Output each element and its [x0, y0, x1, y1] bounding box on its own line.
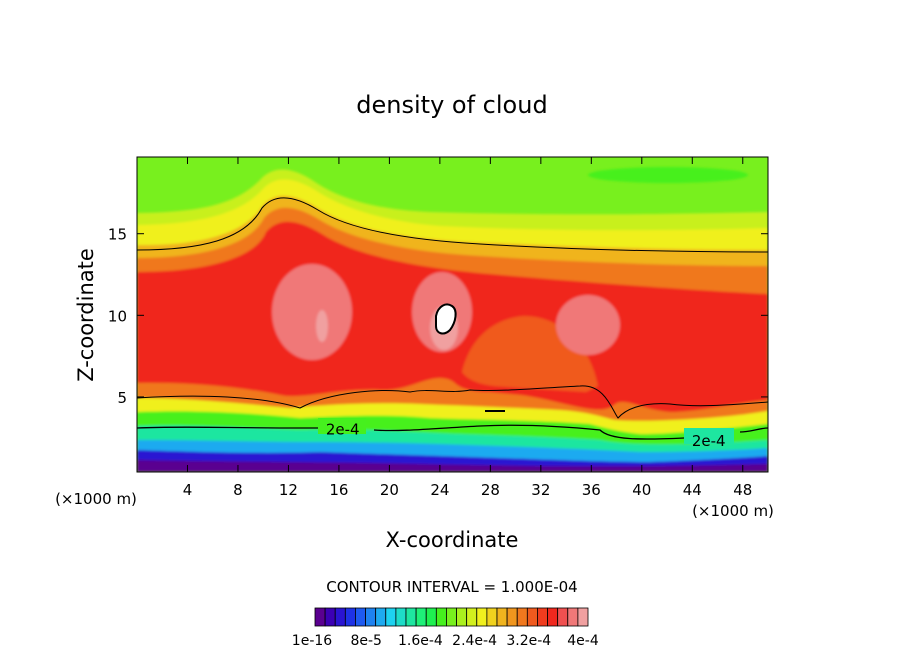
y-tick-label: 5: [117, 389, 127, 407]
field-purple: [137, 460, 768, 472]
colorbar-swatch: [324, 607, 336, 627]
colorbar-swatch: [466, 607, 478, 627]
colorbar-swatch: [425, 607, 437, 627]
x-tick-label: 20: [380, 481, 399, 499]
contour-peak-white: [435, 303, 457, 335]
x-tick-label: 24: [430, 481, 449, 499]
colorbar: [314, 607, 589, 627]
contour-label-bg-1: [318, 418, 366, 434]
colorbar-swatch: [516, 607, 528, 627]
colorbar-swatch: [365, 607, 377, 627]
colorbar-swatch: [355, 607, 366, 627]
x-tick-label: 32: [531, 481, 550, 499]
x-tick-label: 48: [733, 481, 752, 499]
colorbar-swatch: [547, 607, 559, 627]
colorbar-tick-label: 1e-16: [292, 633, 332, 649]
contour-line-2e-4: [137, 424, 768, 440]
plot-area: [137, 157, 768, 472]
colorbar-swatch: [446, 607, 457, 627]
colorbar-swatch: [415, 607, 427, 627]
colorbar-swatch: [395, 607, 407, 627]
blob-pink-right: [556, 295, 620, 355]
x-tick-label: 4: [183, 481, 193, 499]
x-tick-label: 28: [481, 481, 500, 499]
contour-label-bg-2: [684, 428, 734, 444]
colorbar-swatch: [567, 607, 579, 627]
colorbar-swatch: [314, 607, 326, 627]
colorbar-swatch: [577, 607, 589, 627]
contour-line-upper: [137, 197, 768, 253]
colorbar-swatch: [375, 607, 387, 627]
contour-label-2e-4-left: 2e-4: [326, 421, 360, 439]
x-unit-label: (×1000 m): [55, 490, 137, 508]
x-tick-label: 44: [683, 481, 702, 499]
colorbar-swatch: [435, 607, 447, 627]
colorbar-swatch: [476, 607, 488, 627]
x-tick-label: 8: [233, 481, 243, 499]
colorbar-swatch: [506, 607, 518, 627]
blob-pink-left-core: [316, 310, 328, 342]
colorbar-swatch: [557, 607, 569, 627]
colorbar-tick-label: 3.2e-4: [506, 633, 551, 649]
colorbar-tick-label: 8e-5: [350, 633, 381, 649]
x-unit-label-right: (×1000 m): [692, 502, 774, 520]
colorbar-swatch: [496, 607, 508, 627]
blob-green-top-right: [588, 167, 748, 183]
colorbar-swatch: [405, 607, 417, 627]
x-tick-label: 40: [632, 481, 651, 499]
y-axis-label: Z-coordinate: [74, 248, 98, 382]
colorbar-swatch: [486, 607, 498, 627]
colorbar-swatch: [456, 607, 468, 627]
contour-labels: 2e-4 2e-4: [318, 418, 734, 450]
y-tick-label: 10: [108, 307, 127, 325]
x-tick-label: 12: [279, 481, 298, 499]
colorbar-tick-label: 2.4e-4: [452, 633, 497, 649]
colorbar-swatch: [526, 607, 538, 627]
blob-pink-left: [272, 264, 352, 360]
colorbar-swatch: [385, 607, 397, 627]
colorbar-swatch: [334, 607, 346, 627]
x-tick-label: 36: [582, 481, 601, 499]
colorbar-tick-label: 1.6e-4: [398, 633, 443, 649]
contour-line-middle: [137, 385, 768, 419]
colorbar-labels: 1e-16 8e-5 1.6e-4 2.4e-4 3.2e-4 4e-4: [292, 633, 599, 649]
chart-title: density of cloud: [356, 91, 547, 119]
contour-interval-text: CONTOUR INTERVAL = 1.000E-04: [326, 578, 577, 596]
plot-frame: [136, 156, 769, 473]
colorbar-swatch: [344, 607, 356, 627]
colorbar-swatch: [537, 607, 548, 627]
contour-label-2e-4-right: 2e-4: [692, 432, 726, 450]
colorbar-tick-label: 4e-4: [567, 633, 599, 649]
x-axis-label: X-coordinate: [386, 528, 519, 552]
y-tick-label: 15: [108, 226, 127, 244]
x-tick-label: 16: [329, 481, 348, 499]
